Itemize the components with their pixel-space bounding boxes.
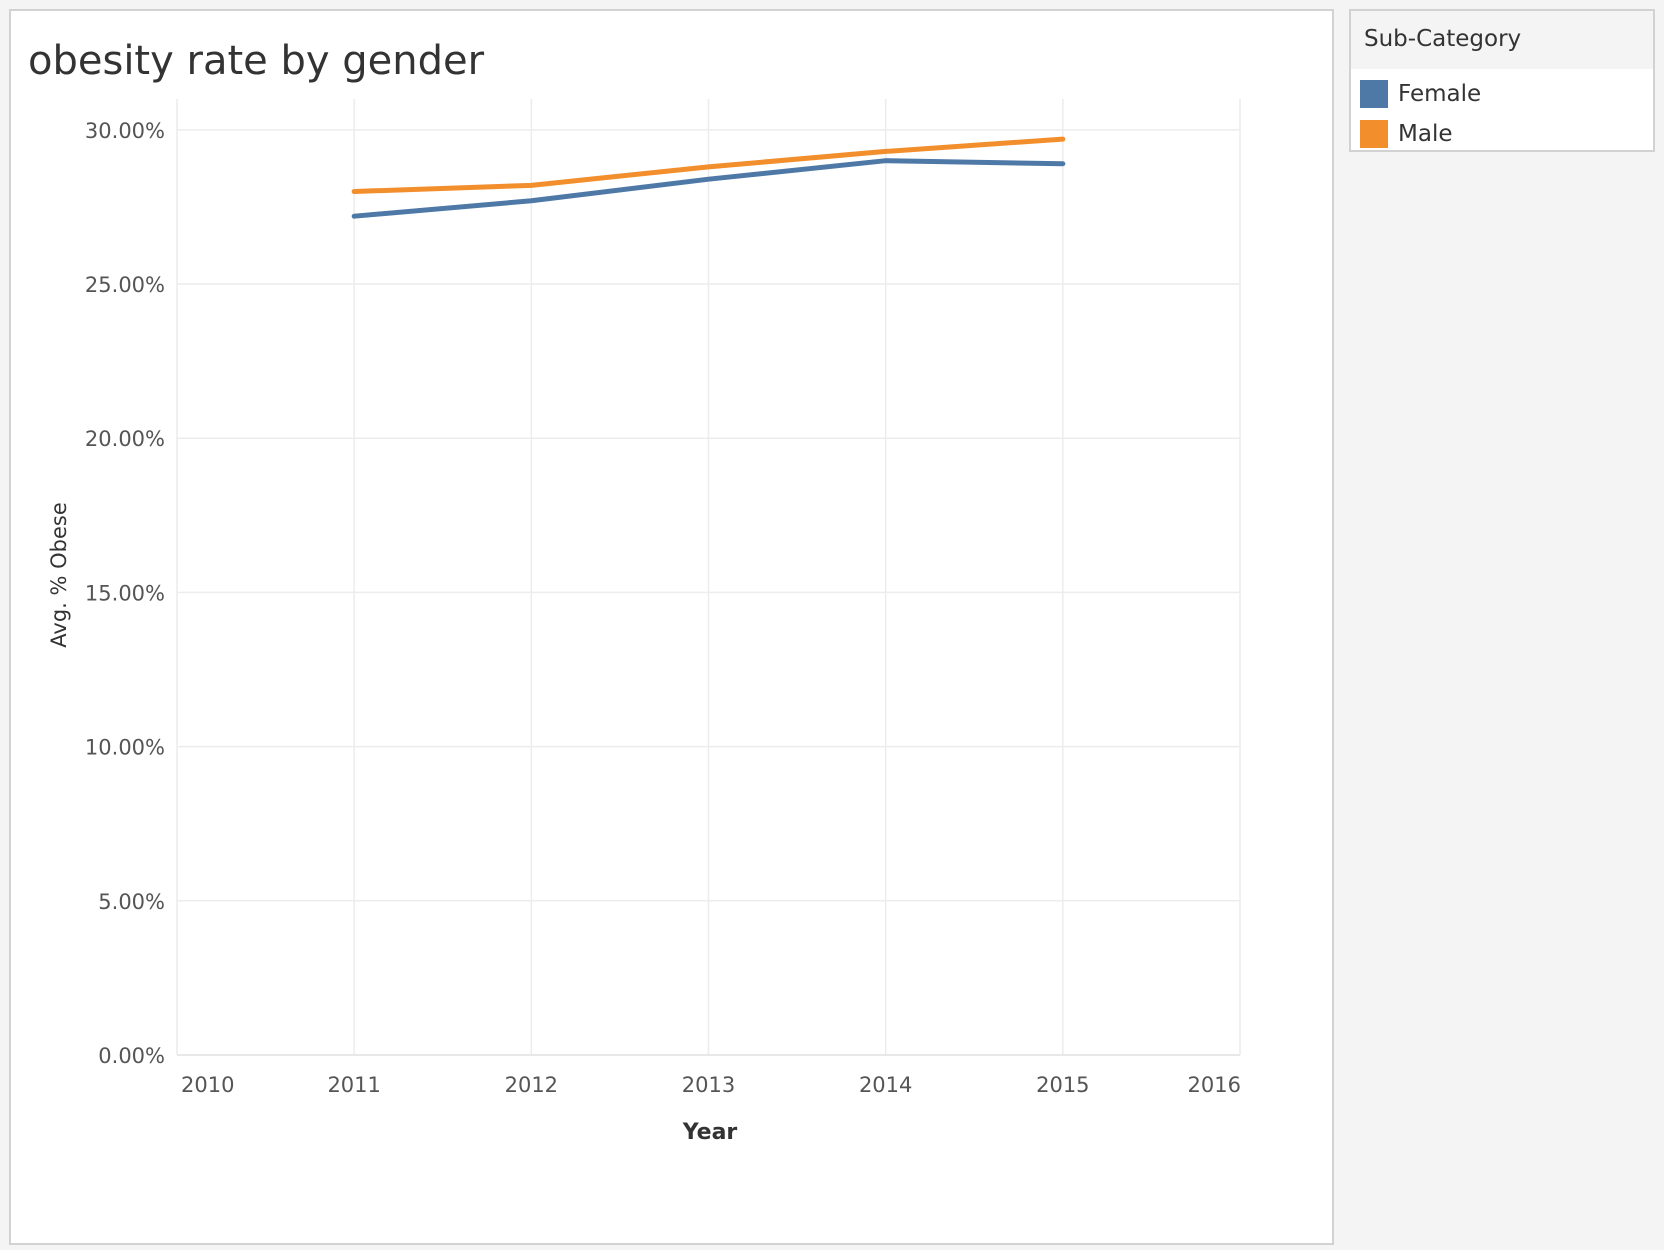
x-tick-label: 2012 [505, 1073, 558, 1097]
legend-title: Sub-Category [1351, 11, 1653, 69]
x-axis-title: Year [682, 1120, 738, 1145]
legend-label-male: Male [1398, 121, 1453, 147]
y-tick-label: 15.00% [85, 581, 165, 605]
line-chart: obesity rate by gender 0.00% 5.00% 10.00% 1… [28, 38, 1241, 1145]
x-tick-label: 2010 [181, 1073, 234, 1097]
legend-label-female: Female [1398, 81, 1482, 107]
series-lines [351, 136, 1066, 219]
y-tick-label: 30.00% [85, 119, 165, 143]
x-tick-label: 2011 [327, 1073, 380, 1097]
x-tick-label: 2015 [1036, 1073, 1089, 1097]
y-tick-label: 20.00% [85, 427, 165, 451]
gridlines [176, 99, 1241, 1056]
x-tick-label: 2014 [859, 1073, 912, 1097]
y-axis-title: Avg. % Obese [47, 502, 71, 648]
x-tick-label: 2013 [682, 1073, 735, 1097]
chart-title: obesity rate by gender [28, 38, 485, 84]
y-tick-label: 10.00% [85, 736, 165, 760]
legend-swatch-male [1360, 120, 1388, 148]
y-tick-label: 0.00% [98, 1044, 165, 1068]
chart-panel: obesity rate by gender 0.00% 5.00% 10.00% 1… [9, 9, 1334, 1245]
y-axis-ticks: 0.00% 5.00% 10.00% 15.00% 20.00% 25.00% 30.00% [85, 119, 165, 1068]
series-line-female[interactable] [351, 158, 1066, 219]
x-axis-ticks: 2010 2011 2012 2013 2014 2015 2016 [181, 1073, 1241, 1097]
legend-swatch-female [1360, 80, 1388, 108]
y-tick-label: 25.00% [85, 273, 165, 297]
series-line-male[interactable] [351, 136, 1066, 195]
x-tick-label: 2016 [1188, 1073, 1241, 1097]
legend: Sub-Category Female Male [1349, 9, 1655, 152]
y-tick-label: 5.00% [98, 890, 165, 914]
